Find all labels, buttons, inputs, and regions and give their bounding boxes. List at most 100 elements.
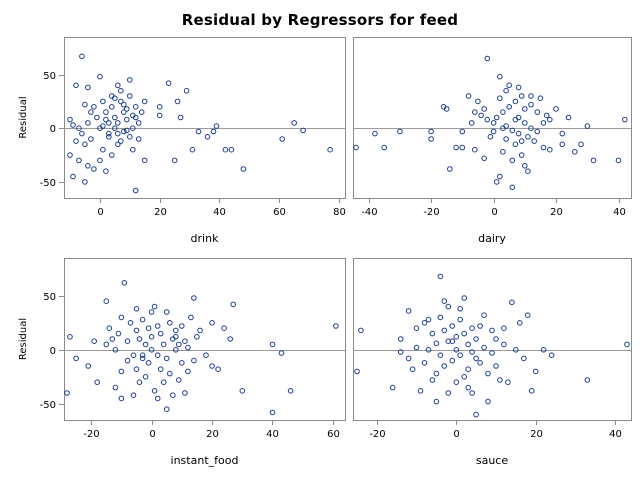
data-point-instant_food (64, 390, 70, 396)
data-point-instant_food (269, 409, 276, 416)
data-point-sauce (433, 398, 440, 405)
data-point-drink (70, 122, 76, 128)
data-point-dairy (515, 130, 522, 137)
data-point-instant_food (167, 370, 173, 377)
data-point-dairy (559, 130, 566, 137)
data-point-dairy (490, 120, 497, 126)
chart-title: Residual by Regressors for feed (181, 11, 459, 29)
data-point-sauce (425, 316, 432, 323)
data-point-dairy (540, 144, 547, 151)
data-point-sauce (461, 374, 468, 380)
data-point-instant_food (215, 366, 221, 373)
y-tick-label: 50 (43, 292, 56, 303)
data-point-instant_food (142, 341, 149, 348)
data-point-instant_food (103, 298, 110, 305)
data-point-instant_food (194, 334, 200, 340)
data-point-drink (94, 114, 100, 121)
data-point-drink (135, 120, 142, 126)
data-point-instant_food (230, 301, 236, 308)
panel-frame-dairy (353, 37, 632, 199)
data-point-instant_food (185, 344, 191, 351)
data-point-dairy (443, 106, 450, 112)
data-point-instant_food (145, 325, 152, 332)
data-point-instant_food (148, 347, 155, 353)
data-point-sauce (453, 379, 460, 386)
data-point-instant_food (112, 384, 119, 391)
data-point-sauce (521, 355, 527, 362)
data-point-drink (210, 128, 217, 135)
data-point-sauce (477, 360, 483, 366)
data-point-drink (91, 166, 97, 172)
data-point-dairy (481, 155, 488, 162)
data-point-drink (222, 146, 229, 153)
data-point-sauce (425, 347, 432, 353)
data-point-sauce (441, 298, 448, 305)
data-point-drink (156, 112, 163, 119)
data-point-sauce (449, 323, 456, 329)
data-point-sauce (505, 379, 511, 386)
x-tick-label-dairy: 0 (491, 207, 497, 218)
data-point-dairy (497, 73, 503, 80)
data-point-dairy (540, 120, 547, 126)
data-point-instant_food (118, 314, 125, 321)
data-point-sauce (449, 357, 456, 364)
data-point-sauce (445, 338, 452, 345)
data-point-drink (141, 157, 148, 164)
x-tick-label-sauce: 40 (609, 429, 622, 440)
y-axis-label: Residual (18, 96, 29, 138)
data-point-drink (130, 125, 136, 131)
data-point-instant_food (136, 336, 143, 342)
data-point-drink (103, 116, 109, 123)
x-tick-label-instant_food: -20 (83, 429, 99, 440)
data-point-instant_food (85, 363, 91, 369)
data-point-dairy (468, 120, 475, 126)
data-point-drink (124, 106, 130, 112)
data-point-drink (85, 120, 91, 126)
data-point-sauce (469, 390, 475, 396)
data-point-instant_food (136, 379, 143, 386)
data-point-instant_food (173, 327, 179, 334)
data-point-instant_food (278, 350, 285, 356)
data-point-instant_food (287, 388, 294, 394)
data-point-sauce (405, 308, 412, 314)
data-point-drink (121, 101, 127, 108)
data-point-drink (97, 73, 103, 80)
data-point-drink (130, 112, 136, 119)
data-point-drink (327, 146, 333, 153)
data-point-dairy (572, 149, 578, 155)
data-point-drink (141, 98, 148, 105)
data-point-sauce (548, 352, 555, 359)
x-tick-label-dairy: -40 (361, 207, 377, 218)
data-point-instant_food (106, 325, 113, 332)
x-axis-label-drink: drink (191, 232, 220, 245)
y-tick-label: 50 (43, 71, 56, 82)
data-point-drink (291, 120, 298, 126)
data-point-dairy (503, 87, 509, 94)
data-point-drink (97, 157, 103, 164)
data-point-dairy (506, 104, 513, 110)
data-point-sauce (389, 384, 396, 391)
data-point-sauce (473, 336, 479, 342)
data-point-instant_food (133, 366, 140, 373)
data-point-instant_food (239, 388, 246, 394)
y-axis-label: Residual (18, 318, 29, 360)
data-point-sauce (469, 325, 475, 332)
data-point-instant_food (115, 330, 122, 337)
data-point-instant_food (130, 352, 137, 359)
data-point-sauce (437, 314, 444, 321)
data-point-sauce (457, 352, 464, 359)
data-point-sauce (453, 347, 460, 353)
data-point-sauce (501, 341, 507, 348)
x-tick-label-instant_food: 60 (327, 429, 340, 440)
data-point-dairy (528, 101, 534, 108)
data-point-dairy (547, 146, 553, 153)
data-point-drink (132, 104, 139, 110)
data-point-instant_food (203, 352, 209, 359)
data-point-drink (106, 120, 112, 126)
data-point-drink (79, 130, 85, 137)
data-point-dairy (509, 184, 516, 191)
data-point-dairy (518, 138, 525, 144)
data-point-instant_food (185, 368, 191, 375)
data-point-sauce (513, 347, 519, 353)
